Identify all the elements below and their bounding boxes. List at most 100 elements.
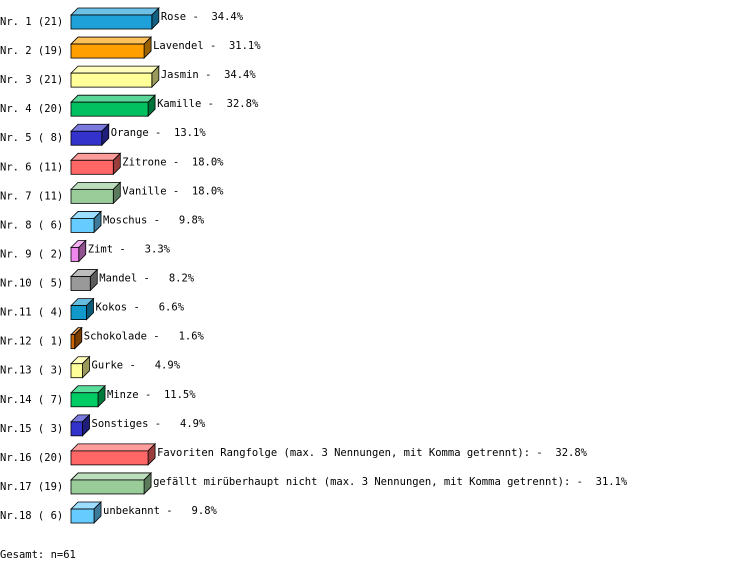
separator: - xyxy=(210,40,216,52)
bar xyxy=(70,101,149,117)
bar-label: gefällt mirüberhaupt nicht (max. 3 Nennu… xyxy=(153,476,628,488)
row-label: Nr. 7 (11) xyxy=(0,190,63,202)
value-label: 32.8% xyxy=(227,98,259,110)
category-label: Kamille xyxy=(157,98,201,110)
bar xyxy=(70,159,114,175)
separator: - xyxy=(129,360,135,372)
footer: Gesamt: n=61 xyxy=(0,549,76,561)
value-label: 32.8% xyxy=(555,447,587,459)
value-label: 34.4% xyxy=(211,11,243,23)
bar xyxy=(70,14,153,30)
value-label: 4.9% xyxy=(155,360,181,372)
separator: - xyxy=(153,331,159,343)
separator: - xyxy=(155,418,161,430)
bar-label: Mandel - 8.2% xyxy=(99,273,195,285)
bar-label: Schokolade - 1.6% xyxy=(84,331,205,343)
bar-top xyxy=(70,152,122,161)
bar xyxy=(70,450,149,466)
bar-top xyxy=(70,36,153,45)
category-label: Minze xyxy=(107,389,139,401)
bar-label: Favoriten Rangfolge (max. 3 Nennungen, m… xyxy=(157,447,588,459)
category-label: Orange xyxy=(111,127,149,139)
bar-label: Vanille - 18.0% xyxy=(122,185,224,197)
value-label: 31.1% xyxy=(229,40,261,52)
value-label: 3.3% xyxy=(145,243,171,255)
bar xyxy=(70,421,83,437)
separator: - xyxy=(144,273,150,285)
row-label: Nr.11 ( 4) xyxy=(0,307,63,319)
bar xyxy=(70,276,91,291)
bar-label: Jasmin - 34.4% xyxy=(161,69,257,81)
row-label: Nr.12 ( 1) xyxy=(0,336,63,348)
category-label: Mandel xyxy=(99,273,137,285)
value-label: 1.6% xyxy=(179,331,205,343)
category-label: Sonstiges xyxy=(92,418,149,430)
category-label: Vanille xyxy=(122,185,166,197)
bar-label: Minze - 11.5% xyxy=(107,389,196,401)
bar-label: Kamille - 32.8% xyxy=(157,98,259,110)
bar-label: Moschus - 9.8% xyxy=(103,214,205,226)
category-label: Gurke xyxy=(92,360,124,372)
separator: - xyxy=(536,447,542,459)
separator: - xyxy=(192,11,198,23)
separator: - xyxy=(173,185,179,197)
separator: - xyxy=(155,127,161,139)
bar-top xyxy=(70,472,153,481)
row-label: Nr. 6 (11) xyxy=(0,161,63,173)
bar-label: Lavendel - 31.1% xyxy=(153,40,261,52)
row-label: Nr. 1 (21) xyxy=(0,16,63,28)
bar xyxy=(70,188,114,204)
row-label: Nr.14 ( 7) xyxy=(0,394,63,406)
value-label: 18.0% xyxy=(192,185,224,197)
separator: - xyxy=(119,243,125,255)
value-label: 9.8% xyxy=(179,214,205,226)
bar-label: Kokos - 6.6% xyxy=(96,302,185,314)
row-label: Nr.10 ( 5) xyxy=(0,278,63,290)
bar xyxy=(70,392,99,408)
value-label: 31.1% xyxy=(596,476,628,488)
value-label: 9.8% xyxy=(192,505,218,517)
category-label: Lavendel xyxy=(153,40,204,52)
value-label: 6.6% xyxy=(159,302,185,314)
separator: - xyxy=(173,156,179,168)
row-label: Nr. 5 ( 8) xyxy=(0,132,63,144)
row-label: Nr. 3 (21) xyxy=(0,74,63,86)
bar xyxy=(70,218,95,233)
bar-label: Gurke - 4.9% xyxy=(92,360,181,372)
bar-top xyxy=(70,65,160,74)
row-label: Nr. 9 ( 2) xyxy=(0,248,63,260)
separator: - xyxy=(205,69,211,81)
category-label: gefällt mirüberhaupt nicht (max. 3 Nennu… xyxy=(153,476,570,488)
value-label: 4.9% xyxy=(180,418,206,430)
category-label: Jasmin xyxy=(161,69,199,81)
row-label: Nr.15 ( 3) xyxy=(0,423,63,435)
separator: - xyxy=(133,302,139,314)
value-label: 11.5% xyxy=(164,389,196,401)
category-label: unbekannt xyxy=(103,505,160,517)
separator: - xyxy=(577,476,583,488)
row-label: Nr. 2 (19) xyxy=(0,45,63,57)
bar xyxy=(70,43,145,59)
bar-label: Sonstiges - 4.9% xyxy=(92,418,206,430)
separator: - xyxy=(166,505,172,517)
bar-label: Rose - 34.4% xyxy=(161,11,244,23)
category-label: Zitrone xyxy=(122,156,166,168)
bar-top xyxy=(70,94,157,103)
value-label: 34.4% xyxy=(224,69,256,81)
bar-label: Orange - 13.1% xyxy=(111,127,207,139)
row-label: Nr.13 ( 3) xyxy=(0,365,63,377)
row-label: Nr. 8 ( 6) xyxy=(0,219,63,231)
category-label: Zimt xyxy=(88,243,113,255)
separator: - xyxy=(208,98,214,110)
value-label: 18.0% xyxy=(192,156,224,168)
row-label: Nr.16 (20) xyxy=(0,452,63,464)
bar-top xyxy=(70,7,160,16)
row-label: Nr.18 ( 6) xyxy=(0,510,63,522)
category-label: Rose xyxy=(161,11,186,23)
category-label: Kokos xyxy=(96,302,128,314)
row-label: Nr. 4 (20) xyxy=(0,103,63,115)
bar-label: Zimt - 3.3% xyxy=(88,243,171,255)
separator: - xyxy=(145,389,151,401)
category-label: Moschus xyxy=(103,214,147,226)
